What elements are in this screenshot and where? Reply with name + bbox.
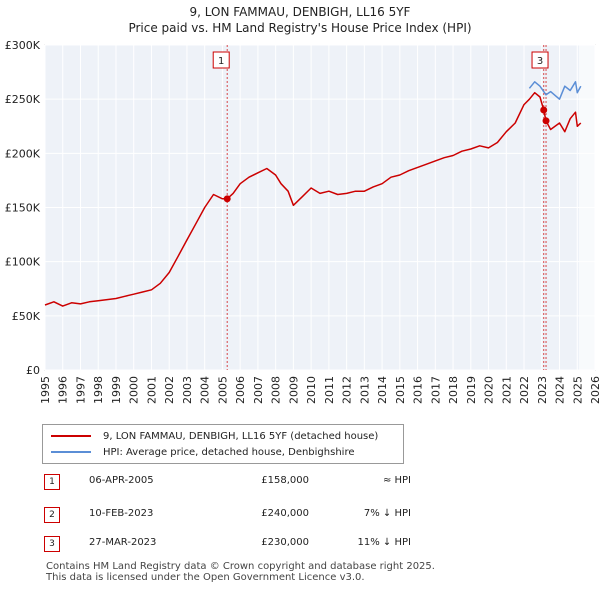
transaction-marker: 2 (44, 507, 60, 523)
chart-title: 9, LON FAMMAU, DENBIGH, LL16 5YF (189, 5, 411, 19)
transaction-hpi-relation: ≈ HPI (382, 475, 411, 486)
x-tick-label: 1996 (57, 376, 70, 404)
chart-marker-label: 1 (218, 56, 224, 67)
forecast-region (579, 45, 595, 370)
x-tick-label: 2011 (323, 376, 336, 404)
transaction-point (540, 106, 548, 114)
price-chart: £0 £50K £100K £150K £200K £250K £300K 1995 1996 1… (5, 39, 600, 404)
footer-license: This data is licensed under the Open Gov… (46, 572, 365, 583)
x-tick-label: 2001 (145, 376, 158, 404)
x-tick-label: 1995 (39, 376, 52, 404)
x-tick-label: 2008 (270, 376, 283, 404)
x-tick-label: 2003 (181, 376, 194, 404)
x-tick-label: 2022 (518, 376, 531, 404)
x-tick-label: 1997 (74, 376, 87, 404)
footer-copyright: Contains HM Land Registry data © Crown c… (46, 561, 435, 572)
x-tick-label: 2015 (394, 376, 407, 404)
x-tick-label: 2023 (536, 376, 549, 404)
chart-marker-label: 3 (537, 56, 543, 67)
x-tick-label: 2000 (128, 376, 141, 404)
x-tick-label: 2016 (412, 376, 425, 404)
legend-swatch-hpi (51, 451, 91, 453)
x-tick-label: 2026 (589, 376, 600, 404)
x-tick-label: 2025 (571, 376, 584, 404)
transaction-price: £158,000 (261, 475, 309, 486)
x-tick-label: 2021 (500, 376, 513, 404)
y-tick-label: £100K (5, 256, 41, 269)
y-tick-label: £150K (5, 202, 41, 215)
y-tick-label: £250K (5, 93, 41, 106)
x-tick-label: 2009 (287, 376, 300, 404)
x-tick-label: 2007 (252, 376, 265, 404)
x-tick-label: 2006 (234, 376, 247, 404)
transaction-date: 27-MAR-2023 (89, 537, 157, 548)
x-tick-label: 2012 (341, 376, 354, 404)
chart-marker-box (531, 51, 549, 69)
y-tick-label: £50K (12, 310, 41, 323)
x-tick-label: 2004 (199, 376, 212, 404)
transaction-price: £240,000 (261, 508, 309, 519)
x-tick-label: 2019 (465, 376, 478, 404)
y-tick-label: £200K (5, 147, 41, 160)
transaction-marker: 3 (44, 536, 60, 552)
legend-item-hpi: HPI: Average price, detached house, Denb… (51, 445, 354, 459)
legend-label-property: 9, LON FAMMAU, DENBIGH, LL16 5YF (detach… (103, 430, 379, 442)
x-tick-label: 2013 (358, 376, 371, 404)
x-tick-label: 2010 (305, 376, 318, 404)
transaction-point (542, 117, 550, 125)
transaction-price: £230,000 (261, 537, 309, 548)
transaction-row: 1 06-APR-2005 £158,000 ≈ HPI (44, 474, 424, 490)
chart-subtitle: Price paid vs. HM Land Registry's House … (128, 21, 472, 35)
transaction-row: 3 27-MAR-2023 £230,000 11% ↓ HPI (44, 536, 424, 552)
transaction-date: 10-FEB-2023 (89, 508, 154, 519)
x-tick-label: 2005 (216, 376, 229, 404)
transaction-date: 06-APR-2005 (89, 475, 154, 486)
x-tick-label: 2020 (483, 376, 496, 404)
property-price-line (44, 91, 582, 307)
x-tick-label: 2002 (163, 376, 176, 404)
transaction-hpi-relation: 11% ↓ HPI (357, 537, 411, 548)
legend-item-property: 9, LON FAMMAU, DENBIGH, LL16 5YF (detach… (51, 429, 378, 443)
x-tick-label: 1999 (110, 376, 123, 404)
transaction-row: 2 10-FEB-2023 £240,000 7% ↓ HPI (44, 507, 424, 523)
x-tick-label: 2017 (429, 376, 442, 404)
x-tick-label: 1998 (92, 376, 105, 404)
transaction-hpi-relation: 7% ↓ HPI (363, 508, 411, 519)
x-tick-label: 2018 (447, 376, 460, 404)
x-tick-label: 2014 (376, 376, 389, 404)
legend-label-hpi: HPI: Average price, detached house, Denb… (103, 446, 355, 458)
legend-swatch-property (51, 435, 91, 437)
hpi-line (528, 81, 582, 100)
transaction-point (223, 195, 231, 203)
x-tick-label: 2024 (554, 376, 567, 404)
y-tick-label: £300K (5, 39, 41, 52)
legend: 9, LON FAMMAU, DENBIGH, LL16 5YF (detach… (42, 424, 404, 464)
chart-marker-box (212, 51, 230, 69)
transaction-marker: 1 (44, 474, 60, 490)
y-tick-label: £0 (26, 364, 40, 377)
